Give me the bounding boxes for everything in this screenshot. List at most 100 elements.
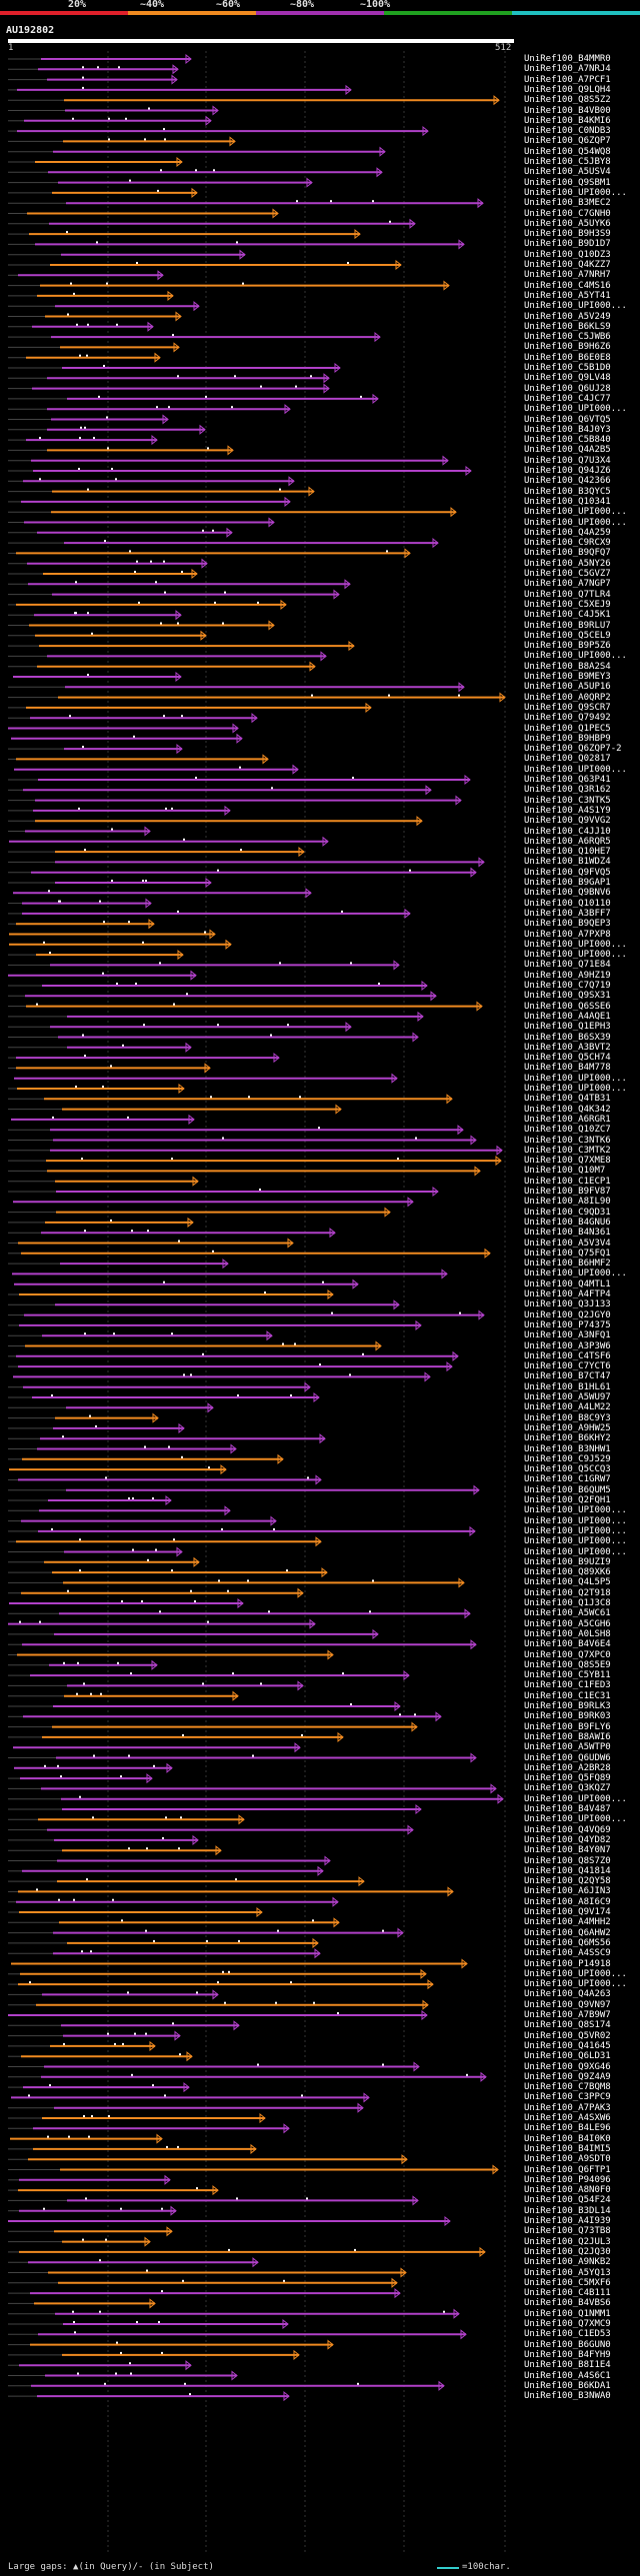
hit-name-link[interactable]: UniRef100_C9RCX9 (524, 538, 611, 549)
hit-row[interactable] (12, 1269, 448, 1280)
hit-name-link[interactable]: UniRef100_Q54F24 (524, 2195, 611, 2206)
hit-row[interactable] (8, 1917, 340, 1928)
hit-name-link[interactable]: UniRef100_B4MMR0 (524, 54, 611, 64)
hit-row[interactable] (8, 1834, 199, 1845)
hit-name-link[interactable]: UniRef100_Q9VVG2 (524, 816, 611, 827)
hit-row[interactable] (8, 2030, 181, 2041)
hit-row[interactable] (8, 1166, 481, 1177)
hit-name-link[interactable]: UniRef100_C4JJ10 (524, 826, 611, 837)
hit-name-link[interactable]: UniRef100_Q6LD31 (524, 2051, 611, 2062)
hit-row[interactable] (8, 847, 305, 858)
hit-name-link[interactable]: UniRef100_B4I0K0 (524, 2133, 611, 2144)
hit-name-link[interactable]: UniRef100_Q3KQZ7 (524, 1783, 611, 1794)
hit-row[interactable] (8, 126, 429, 137)
hit-name-link[interactable]: UniRef100_UPI000... (524, 1793, 627, 1804)
hit-row[interactable] (8, 146, 386, 157)
hit-name-link[interactable]: UniRef100_B1HL61 (524, 1381, 611, 1392)
hit-name-link[interactable]: UniRef100_Q2T918 (524, 1587, 611, 1598)
hit-name-link[interactable]: UniRef100_UPI000... (524, 1084, 627, 1094)
hit-row[interactable] (8, 259, 402, 271)
hit-row[interactable] (8, 2102, 364, 2113)
hit-name-link[interactable]: UniRef100_Q1J3C8 (524, 1598, 611, 1608)
hit-row[interactable] (8, 208, 279, 219)
hit-row[interactable] (8, 435, 158, 446)
hit-row[interactable] (8, 1999, 429, 2010)
hit-name-link[interactable]: UniRef100_C7YCT6 (524, 1361, 611, 1372)
hit-row[interactable] (8, 2267, 407, 2278)
hit-row[interactable] (8, 2329, 467, 2340)
hit-name-link[interactable]: UniRef100_B9HBP9 (524, 733, 611, 744)
hit-name-link[interactable]: UniRef100_Q4A263 (524, 1989, 611, 2000)
hit-row[interactable] (8, 558, 208, 569)
hit-name-link[interactable]: UniRef100_Q5VR02 (524, 2030, 611, 2041)
hit-name-link[interactable]: UniRef100_B4J0Y3 (524, 424, 611, 435)
hit-name-link[interactable]: UniRef100_B9MEY3 (524, 672, 611, 682)
hit-name-link[interactable]: UniRef100_A8I6C9 (524, 1896, 611, 1907)
hit-row[interactable] (8, 589, 340, 600)
hit-name-link[interactable]: UniRef100_A7PXP8 (524, 929, 611, 940)
hit-row[interactable] (8, 2174, 171, 2185)
hit-name-link[interactable]: UniRef100_C5MXF6 (524, 2277, 611, 2288)
hit-name-link[interactable]: UniRef100_A6RGR1 (524, 1114, 611, 1125)
hit-name-link[interactable]: UniRef100_B3DL14 (524, 2205, 611, 2216)
hit-row[interactable] (8, 1309, 485, 1320)
hit-row[interactable] (8, 352, 161, 363)
hit-name-link[interactable]: UniRef100_Q9SX31 (524, 991, 611, 1002)
hit-row[interactable] (14, 764, 299, 775)
hit-name-link[interactable]: UniRef100_C5B840 (524, 435, 611, 446)
hit-name-link[interactable]: UniRef100_Q1EPH3 (524, 1022, 611, 1033)
hit-row[interactable] (8, 1639, 477, 1650)
hit-name-link[interactable]: UniRef100_Q1PEC5 (524, 723, 611, 734)
hit-name-link[interactable]: UniRef100_Q8S5Z2 (524, 95, 611, 106)
hit-row[interactable] (8, 1022, 352, 1033)
hit-row[interactable] (8, 661, 316, 672)
hit-row[interactable] (8, 301, 200, 312)
hit-name-link[interactable]: UniRef100_B8A2S4 (524, 661, 611, 672)
hit-name-link[interactable]: UniRef100_A7NRH7 (524, 270, 611, 281)
hit-row[interactable] (8, 95, 500, 106)
hit-row[interactable] (8, 280, 450, 291)
hit-name-link[interactable]: UniRef100_B4V6E4 (524, 1639, 611, 1650)
hit-name-link[interactable]: UniRef100_UPI000... (524, 950, 627, 961)
hit-row[interactable] (8, 1288, 334, 1300)
hit-name-link[interactable]: UniRef100_Q10DZ3 (524, 249, 611, 260)
hit-name-link[interactable]: UniRef100_B3MEC2 (524, 198, 611, 209)
hit-row[interactable] (8, 950, 184, 961)
hit-row[interactable] (8, 2020, 240, 2031)
hit-name-link[interactable]: UniRef100_Q75FQ1 (524, 1248, 611, 1259)
hit-row[interactable] (8, 383, 330, 394)
hit-name-link[interactable]: UniRef100_Q9BNV6 (524, 888, 611, 899)
hit-row[interactable] (8, 2391, 290, 2402)
hit-row[interactable] (9, 1597, 244, 1609)
hit-row[interactable] (8, 1156, 502, 1167)
hit-name-link[interactable]: UniRef100_Q6ZQP7 (524, 136, 611, 147)
hit-name-link[interactable]: UniRef100_Q9XG46 (524, 2061, 611, 2072)
hit-row[interactable] (8, 1350, 459, 1361)
hit-row[interactable] (8, 177, 313, 188)
hit-row[interactable] (8, 1896, 339, 1907)
hit-name-link[interactable]: UniRef100_B6GUN0 (524, 2339, 611, 2350)
hit-row[interactable] (8, 1453, 284, 1464)
hit-row[interactable] (8, 1587, 304, 1598)
hit-name-link[interactable]: UniRef100_B9P5Z6 (524, 641, 611, 652)
hit-name-link[interactable]: UniRef100_A4LM22 (524, 1402, 611, 1413)
hit-row[interactable] (8, 1752, 477, 1763)
hit-name-link[interactable]: UniRef100_B9RK03 (524, 1711, 611, 1722)
hit-row[interactable] (8, 229, 361, 240)
hit-row[interactable] (8, 1422, 185, 1433)
hit-row[interactable] (8, 1186, 439, 1198)
hit-name-link[interactable]: UniRef100_UPI000... (524, 301, 627, 312)
hit-name-link[interactable]: UniRef100_B8AWI6 (524, 1731, 611, 1742)
hit-row[interactable] (8, 1948, 321, 1959)
hit-name-link[interactable]: UniRef100_UPI000... (524, 1073, 627, 1084)
hit-name-link[interactable]: UniRef100_Q02817 (524, 754, 611, 765)
hit-row[interactable] (8, 1032, 419, 1043)
hit-row[interactable] (8, 548, 411, 559)
hit-row[interactable] (8, 2205, 177, 2216)
hit-row[interactable] (8, 805, 231, 816)
hit-name-link[interactable]: UniRef100_P74375 (524, 1319, 611, 1330)
hit-name-link[interactable]: UniRef100_B4LE96 (524, 2123, 611, 2134)
hit-name-link[interactable]: UniRef100_A5UP16 (524, 682, 611, 693)
hit-row[interactable] (8, 867, 477, 878)
hit-row[interactable] (8, 187, 198, 198)
